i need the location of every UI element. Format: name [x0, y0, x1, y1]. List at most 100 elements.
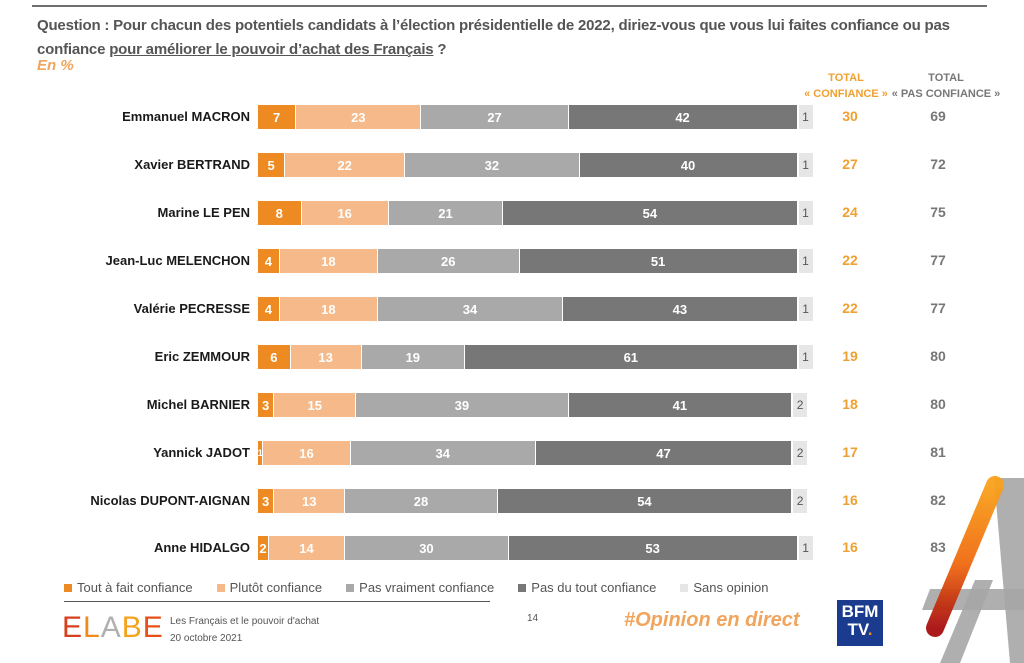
bar-segment-tout-fait-confiance: 6 [258, 345, 291, 369]
total-pas-confiance-value: 82 [930, 492, 946, 508]
chart-row: Marine LE PEN 8 16 21 54 1 24 75 [0, 201, 1024, 225]
bar-value-label: 27 [487, 109, 502, 125]
bar-value-label: 34 [435, 445, 450, 461]
bar-value-label: 16 [337, 205, 352, 221]
total-confiance-value: 18 [842, 396, 858, 412]
bar-value-label: 2 [796, 494, 804, 508]
bar-value-label: 42 [675, 109, 690, 125]
total-pas-confiance-value: 80 [930, 348, 946, 364]
bar-value-label: 1 [802, 206, 809, 220]
legend-swatch-icon [518, 583, 527, 592]
bar-value-label: 13 [302, 493, 317, 509]
bar-segment-sans-opinion: 1 [798, 345, 813, 369]
bar-value-label: 3 [262, 493, 270, 509]
bar-value-label: 1 [257, 448, 263, 458]
elabe-logo: ELABE [62, 611, 164, 645]
bar-value-label: 47 [656, 445, 671, 461]
total-pas-confiance-value: 69 [930, 108, 946, 124]
bar-segment-tout-fait-confiance: 4 [258, 249, 280, 273]
total-pas-confiance-value: 80 [930, 396, 946, 412]
column-header-line: « CONFIANCE » [804, 88, 888, 100]
bar-segment-sans-opinion: 2 [793, 441, 808, 465]
legend-item: Pas du tout confiance [518, 580, 656, 595]
bar-value-label: 43 [672, 301, 688, 317]
stacked-bar: 6 13 19 61 1 [258, 345, 813, 369]
bar-value-label: 32 [484, 157, 500, 173]
column-header-line: « PAS CONFIANCE » [891, 88, 1001, 100]
legend-item: Plutôt confiance [216, 580, 323, 595]
elabe-logo-letter: E [142, 611, 164, 644]
bar-value-label: 34 [462, 301, 478, 317]
bar-value-label: 4 [264, 301, 273, 317]
bar-value-label: 1 [802, 302, 809, 316]
candidate-name: Jean-Luc MELENCHON [105, 253, 250, 268]
legend-label: Pas vraiment confiance [359, 580, 495, 595]
bar-segment-sans-opinion: 1 [798, 249, 813, 273]
bar-value-label: 30 [419, 540, 434, 556]
stacked-bar: 4 18 34 43 1 [258, 297, 813, 321]
bar-value-label: 8 [275, 205, 283, 221]
bar-segment-sans-opinion: 1 [798, 105, 813, 129]
legend-label: Tout à fait confiance [77, 580, 193, 595]
bar-segment-tout-fait-confiance: 4 [258, 297, 280, 321]
question-suffix: ? [433, 41, 447, 58]
stacked-bar: 4 18 26 51 1 [258, 249, 813, 273]
bar-value-label: 2 [259, 540, 267, 556]
bar-value-label: 21 [438, 205, 453, 221]
bar-segment-pas-vraiment-confiance: 19 [361, 345, 466, 369]
bfm-logo-line1: BFM [841, 602, 879, 621]
candidate-name: Michel BARNIER [146, 397, 250, 412]
legend-swatch-icon [346, 583, 355, 592]
total-pas-confiance-value: 72 [930, 156, 946, 172]
bar-value-label: 39 [454, 397, 470, 413]
bar-value-label: 2 [796, 398, 804, 412]
chart-row: Yannick JADOT 1 16 34 47 2 17 81 [0, 441, 1024, 465]
total-pas-confiance-value: 83 [930, 539, 946, 555]
bar-segment-pas-vraiment-confiance: 34 [377, 297, 564, 321]
bar-value-label: 1 [802, 350, 809, 364]
bar-value-label: 19 [405, 349, 421, 365]
bar-segment-plut-t-confiance: 18 [279, 297, 378, 321]
bar-segment-plut-t-confiance: 18 [279, 249, 378, 273]
bar-value-label: 5 [267, 157, 275, 173]
total-confiance-value: 16 [842, 492, 858, 508]
bar-value-label: 54 [642, 205, 658, 221]
bar-segment-pas-du-tout-confiance: 40 [579, 153, 798, 177]
bar-value-label: 53 [645, 540, 660, 556]
bar-segment-pas-vraiment-confiance: 34 [350, 441, 536, 465]
bar-segment-sans-opinion: 1 [798, 297, 813, 321]
bar-segment-tout-fait-confiance: 7 [258, 105, 297, 129]
legend-label: Plutôt confiance [229, 580, 323, 595]
stacked-bar: 3 13 28 54 2 [258, 489, 808, 513]
bar-value-label: 22 [337, 157, 352, 173]
bar-segment-pas-vraiment-confiance: 39 [356, 393, 569, 417]
bar-segment-tout-fait-confiance: 3 [258, 489, 275, 513]
bar-segment-pas-du-tout-confiance: 47 [535, 441, 793, 465]
bar-value-label: 13 [318, 349, 333, 365]
bar-value-label: 7 [272, 109, 281, 125]
bar-value-label: 6 [270, 349, 278, 365]
bar-value-label: 15 [307, 397, 322, 413]
bar-segment-sans-opinion: 2 [793, 393, 808, 417]
bar-value-label: 3 [262, 397, 270, 413]
bar-value-label: 14 [299, 540, 314, 556]
column-header-total-pas-confiance: TOTAL « PAS CONFIANCE » [886, 70, 1006, 102]
study-date: 20 octobre 2021 [170, 633, 243, 644]
elabe-logo-letter: L [83, 611, 101, 644]
bar-segment-pas-du-tout-confiance: 53 [508, 536, 798, 560]
bar-segment-plut-t-confiance: 15 [274, 393, 357, 417]
bar-segment-sans-opinion: 2 [793, 489, 808, 513]
bar-segment-tout-fait-confiance: 8 [258, 201, 302, 225]
chart-row: Valérie PECRESSE 4 18 34 43 1 22 77 [0, 297, 1024, 321]
bar-value-label: 18 [321, 301, 336, 317]
top-rule [32, 5, 987, 7]
bar-segment-tout-fait-confiance: 3 [258, 393, 275, 417]
bar-segment-plut-t-confiance: 16 [301, 201, 389, 225]
candidate-name: Eric ZEMMOUR [154, 349, 250, 364]
bar-value-label: 2 [796, 446, 804, 460]
chart-legend: Tout à fait confiance Plutôt confiance Pas… [64, 580, 792, 595]
bar-segment-pas-du-tout-confiance: 54 [503, 201, 798, 225]
question-prefix: Question : Pour chacun des potentiels ca… [37, 17, 950, 58]
candidate-name: Nicolas DUPONT-AIGNAN [90, 493, 250, 508]
legend-divider [64, 601, 490, 602]
